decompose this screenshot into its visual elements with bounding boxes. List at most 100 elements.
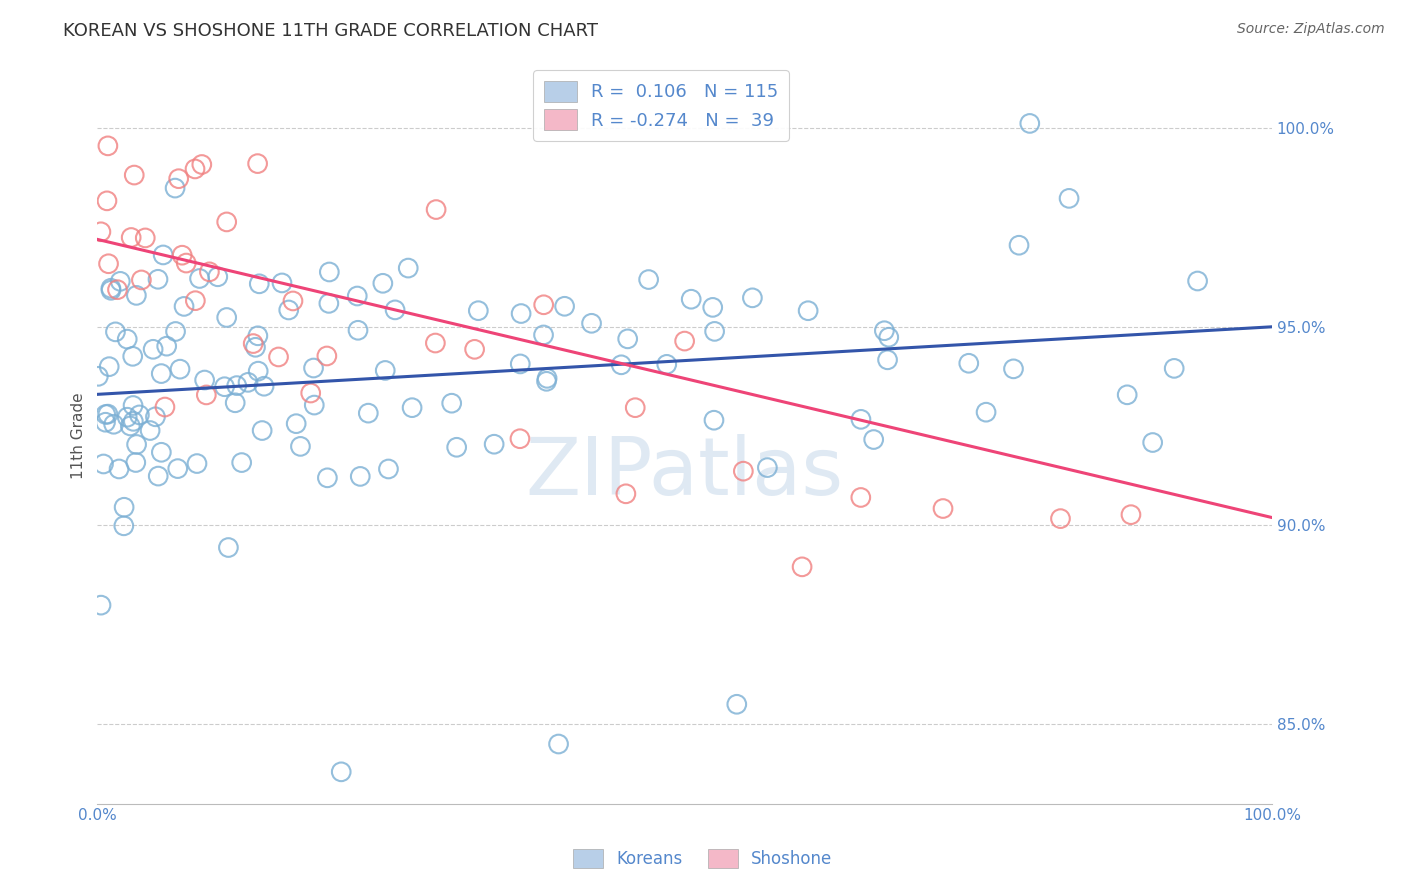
Point <box>877 330 900 344</box>
Point <box>304 398 326 412</box>
Legend: R =  0.106   N = 115, R = -0.274   N =  39: R = 0.106 N = 115, R = -0.274 N = 39 <box>533 70 789 141</box>
Point <box>122 168 145 182</box>
Point <box>215 215 238 229</box>
Point <box>122 414 145 428</box>
Point <box>150 367 173 381</box>
Point <box>1119 508 1142 522</box>
Legend: Koreans, Shoshone: Koreans, Shoshone <box>567 842 839 875</box>
Point <box>467 303 489 318</box>
Point <box>125 288 148 302</box>
Point <box>146 272 169 286</box>
Text: ZIPatlas: ZIPatlas <box>526 434 844 512</box>
Point <box>536 371 558 385</box>
Point <box>131 273 153 287</box>
Point <box>125 437 148 451</box>
Point <box>150 445 173 459</box>
Point <box>655 357 678 371</box>
Point <box>142 343 165 357</box>
Point <box>446 440 468 454</box>
Point <box>198 265 221 279</box>
Point <box>1057 191 1080 205</box>
Point <box>215 310 238 325</box>
Point <box>184 293 207 308</box>
Point <box>509 357 531 371</box>
Point <box>110 274 132 288</box>
Point <box>148 469 170 483</box>
Point <box>120 419 142 434</box>
Point <box>122 399 145 413</box>
Point <box>733 464 755 478</box>
Point <box>347 323 370 337</box>
Point <box>357 406 380 420</box>
Point <box>374 363 396 377</box>
Point <box>974 405 997 419</box>
Point <box>703 413 725 427</box>
Point <box>245 340 267 354</box>
Point <box>125 456 148 470</box>
Point <box>509 432 531 446</box>
Point <box>120 230 142 244</box>
Point <box>152 248 174 262</box>
Y-axis label: 11th Grade: 11th Grade <box>72 392 86 479</box>
Point <box>165 325 187 339</box>
Point <box>167 171 190 186</box>
Point <box>316 471 339 485</box>
Point <box>186 457 208 471</box>
Point <box>121 349 143 363</box>
Point <box>346 289 368 303</box>
Point <box>225 378 247 392</box>
Point <box>214 380 236 394</box>
Point <box>169 362 191 376</box>
Point <box>100 283 122 297</box>
Point <box>302 361 325 376</box>
Point <box>741 291 763 305</box>
Point <box>166 461 188 475</box>
Point <box>174 256 197 270</box>
Point <box>425 202 447 217</box>
Point <box>756 460 779 475</box>
Point <box>681 292 703 306</box>
Text: KOREAN VS SHOSHONE 11TH GRADE CORRELATION CHART: KOREAN VS SHOSHONE 11TH GRADE CORRELATIO… <box>63 22 599 40</box>
Point <box>849 491 872 505</box>
Point <box>94 415 117 429</box>
Point <box>107 283 129 297</box>
Point <box>581 316 603 330</box>
Point <box>112 518 135 533</box>
Point <box>281 293 304 308</box>
Point <box>94 408 117 422</box>
Point <box>250 424 273 438</box>
Point <box>547 737 569 751</box>
Point <box>153 400 176 414</box>
Point <box>1187 274 1209 288</box>
Point <box>932 501 955 516</box>
Point <box>103 417 125 432</box>
Point <box>217 541 239 555</box>
Point <box>624 401 647 415</box>
Point <box>188 271 211 285</box>
Point <box>100 281 122 295</box>
Point <box>90 225 112 239</box>
Point <box>156 339 179 353</box>
Point <box>172 248 194 262</box>
Point <box>610 358 633 372</box>
Point <box>299 386 322 401</box>
Point <box>616 332 638 346</box>
Point <box>290 439 312 453</box>
Point <box>173 300 195 314</box>
Point <box>97 407 120 421</box>
Point <box>253 379 276 393</box>
Point <box>1049 511 1071 525</box>
Point <box>703 325 725 339</box>
Point <box>242 336 264 351</box>
Point <box>533 328 555 343</box>
Point <box>330 764 353 779</box>
Point <box>862 433 884 447</box>
Point <box>247 364 270 378</box>
Point <box>1142 435 1164 450</box>
Point <box>554 299 576 313</box>
Point <box>97 139 120 153</box>
Point <box>637 272 659 286</box>
Point <box>247 277 270 291</box>
Point <box>93 457 115 471</box>
Point <box>134 231 156 245</box>
